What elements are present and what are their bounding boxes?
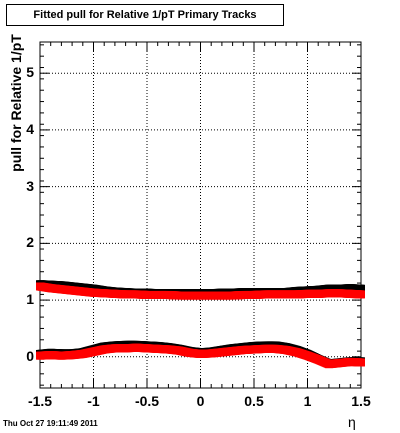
x-tick-label: -1.5 — [27, 393, 53, 409]
grid-lines — [40, 42, 361, 388]
y-tick-label: 1 — [26, 291, 34, 308]
x-tick-label: -1 — [87, 393, 100, 409]
y-tick-label: 0 — [26, 347, 34, 364]
x-tick-label: 1.5 — [351, 393, 371, 409]
data-point — [357, 290, 365, 299]
y-axis-label: pull for Relative 1/pT — [8, 34, 24, 172]
timestamp: Thu Oct 27 19:11:49 2011 — [3, 419, 98, 428]
y-tick-label: 3 — [26, 177, 34, 194]
y-tick-label: 2 — [26, 234, 34, 251]
y-tick-label: 4 — [26, 120, 34, 137]
x-axis-label: η — [348, 414, 356, 430]
x-tick-label: 0.5 — [244, 393, 264, 409]
y-tick-label: 5 — [26, 64, 34, 81]
x-tick-label: 0 — [196, 393, 205, 409]
data-marks — [36, 280, 365, 369]
data-point — [357, 284, 365, 293]
chart-title: Fitted pull for Relative 1/pT Primary Tr… — [6, 4, 284, 26]
x-tick-label: -0.5 — [134, 393, 160, 409]
x-tick-label: 1 — [303, 393, 312, 409]
series-1 — [36, 282, 365, 300]
series-3 — [36, 343, 365, 369]
data-point — [357, 358, 365, 367]
